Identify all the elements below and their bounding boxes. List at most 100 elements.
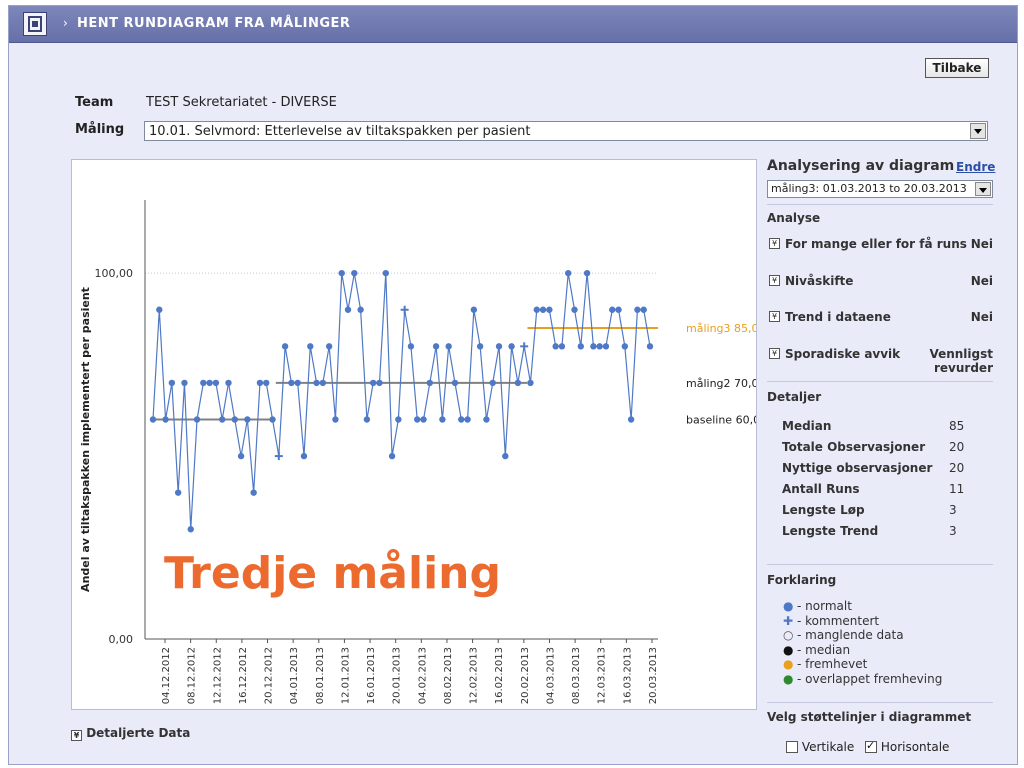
data-point xyxy=(300,452,308,460)
divider xyxy=(767,204,993,205)
data-point xyxy=(571,306,578,313)
legend-marker-icon: ● xyxy=(783,657,794,672)
team-value: TEST Sekretariatet - DIVERSE xyxy=(146,95,337,110)
data-point xyxy=(577,343,584,350)
expand-icon[interactable]: ¥ xyxy=(769,275,780,286)
detail-value: 85 xyxy=(949,419,965,433)
building-icon xyxy=(23,12,47,36)
y-tick-label: 100,00 xyxy=(95,267,134,280)
x-tick-label: 08.01.2013 xyxy=(315,647,326,704)
vertical-label: Vertikale xyxy=(801,740,855,754)
legend-marker-icon: ● xyxy=(783,642,794,657)
title-bar: › HENT RUNDIAGRAM FRA MÅLINGER xyxy=(9,6,1017,43)
y-tick-label: 0,00 xyxy=(109,633,134,646)
data-point xyxy=(426,379,434,387)
data-point xyxy=(508,343,515,350)
back-button[interactable]: Tilbake xyxy=(925,58,989,78)
x-tick-label: 20.02.2013 xyxy=(520,647,531,704)
series-line xyxy=(152,273,651,530)
data-point xyxy=(583,269,591,277)
edit-link[interactable]: Endre xyxy=(956,160,996,174)
data-point xyxy=(388,452,396,460)
analysis-title: Analysering av diagram xyxy=(767,158,955,174)
data-point xyxy=(369,379,377,387)
horizontal-option[interactable]: Horisontale xyxy=(865,739,949,754)
detail-label: Antall Runs xyxy=(782,482,860,496)
legend-heading: Forklaring xyxy=(767,573,837,587)
data-point xyxy=(319,379,327,387)
chevron-down-icon[interactable] xyxy=(975,182,991,196)
data-point xyxy=(432,343,440,350)
data-point xyxy=(627,416,635,423)
detail-label: Median xyxy=(782,419,832,433)
detail-label: Nyttige observasjoner xyxy=(782,461,933,475)
chevron-down-icon[interactable] xyxy=(970,123,986,139)
legend-label: - median xyxy=(797,642,851,657)
data-point xyxy=(546,306,553,313)
data-point xyxy=(332,416,339,423)
x-tick-label: 20.03.2013 xyxy=(648,647,659,704)
x-tick-label: 04.12.2012 xyxy=(161,647,172,704)
legend-item: ● - fremhevet xyxy=(783,657,867,671)
vertical-option[interactable]: Vertikale xyxy=(786,740,854,754)
legend-marker-icon: ✚ xyxy=(783,613,794,628)
horizontal-checkbox[interactable] xyxy=(865,739,877,753)
data-point xyxy=(615,306,622,313)
expand-icon[interactable]: ¥ xyxy=(769,311,780,322)
data-point xyxy=(288,379,295,387)
data-point xyxy=(225,379,232,387)
data-point xyxy=(539,306,547,313)
measure-select[interactable]: 10.01. Selvmord: Etterlevelse av tiltaks… xyxy=(144,121,988,141)
measure-select-value: 10.01. Selvmord: Etterlevelse av tiltaks… xyxy=(149,124,531,139)
vertical-checkbox[interactable] xyxy=(786,741,798,753)
data-point xyxy=(590,343,597,350)
data-point xyxy=(206,379,213,387)
data-point xyxy=(420,416,427,423)
detail-value: 3 xyxy=(949,503,957,517)
data-point xyxy=(395,416,402,423)
data-point xyxy=(181,379,188,387)
data-point xyxy=(212,379,220,387)
data-point xyxy=(489,379,496,387)
data-point xyxy=(634,306,641,313)
x-tick-label: 08.03.2013 xyxy=(571,647,582,704)
analyse-item-value: Vennligst revurder xyxy=(929,347,993,375)
data-point xyxy=(338,269,345,277)
support-lines-heading: Velg støttelinjer i diagrammet xyxy=(767,710,972,724)
expand-icon[interactable]: ¥ xyxy=(769,348,780,359)
detailed-data-toggle[interactable]: ¥ Detaljerte Data xyxy=(71,726,190,741)
data-point xyxy=(439,416,446,423)
data-point xyxy=(174,489,182,496)
comment-point xyxy=(400,305,409,314)
data-point xyxy=(237,452,245,460)
data-point xyxy=(307,343,314,350)
expand-icon[interactable]: ¥ xyxy=(769,238,780,249)
period-select[interactable]: måling3: 01.03.2013 to 20.03.2013 xyxy=(767,180,993,198)
x-tick-label: 12.12.2012 xyxy=(212,647,223,704)
analyse-item-label: For mange eller for få runs xyxy=(785,237,967,251)
data-point xyxy=(325,343,333,350)
data-point xyxy=(244,416,251,423)
data-point xyxy=(281,343,289,350)
detail-label: Lengste Trend xyxy=(782,524,879,538)
legend-label: - fremhevet xyxy=(797,657,868,672)
analyse-item-label: Trend i dataene xyxy=(785,310,891,324)
x-tick-label: 04.02.2013 xyxy=(417,647,428,704)
detail-value: 3 xyxy=(949,524,957,538)
data-point xyxy=(219,416,226,423)
x-tick-label: 12.02.2013 xyxy=(469,647,480,704)
center-line-label: måling3 85,0 xyxy=(686,322,756,335)
expand-icon[interactable]: ¥ xyxy=(71,730,82,741)
analyse-item-label: Sporadiske avvik xyxy=(785,347,901,361)
data-point xyxy=(263,379,270,387)
data-point xyxy=(445,343,452,350)
data-point xyxy=(646,343,654,350)
data-point xyxy=(407,343,415,350)
data-point xyxy=(149,416,157,423)
y-axis-label: Andel av tiltakspakken implementert per … xyxy=(79,287,92,592)
measure-label: Måling xyxy=(75,122,125,137)
data-point xyxy=(470,306,478,313)
x-tick-label: 16.12.2012 xyxy=(238,647,249,704)
data-point xyxy=(294,379,301,387)
